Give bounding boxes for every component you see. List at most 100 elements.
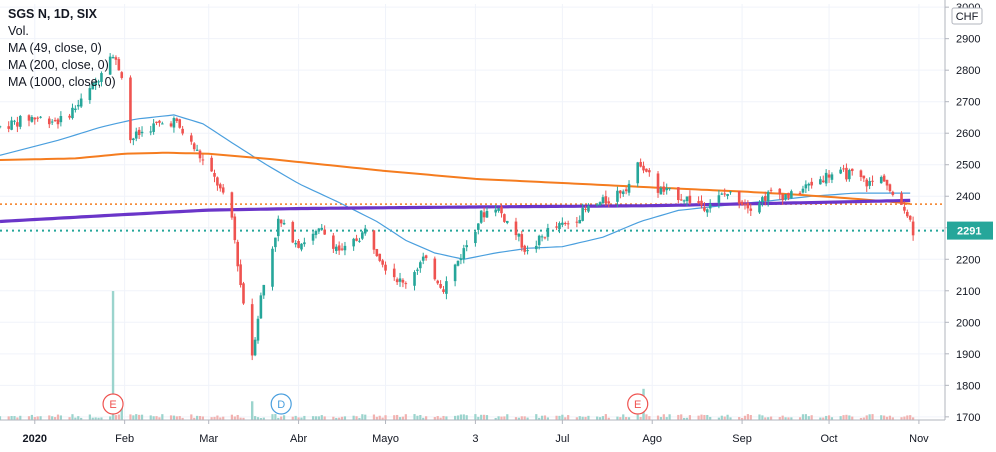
- candle-body: [381, 260, 384, 265]
- volume-bar: [903, 416, 906, 420]
- candle-body: [839, 169, 842, 174]
- volume-bar: [7, 416, 10, 420]
- volume-bar: [68, 417, 71, 420]
- volume-bar: [558, 415, 561, 420]
- volume-bar: [738, 417, 741, 420]
- candle-body: [30, 116, 34, 122]
- volume-bar: [253, 416, 257, 420]
- candle-body: [155, 121, 158, 123]
- volume-bar: [723, 416, 726, 420]
- volume-bar: [540, 415, 544, 420]
- candle-body: [433, 258, 437, 280]
- volume-bar: [906, 415, 909, 420]
- volume-bars: [0, 291, 915, 420]
- legend-ma200[interactable]: MA (200, close, 0): [8, 58, 109, 72]
- volume-bar: [280, 416, 283, 420]
- candle-body: [91, 83, 95, 90]
- volume-bar: [236, 414, 239, 420]
- candle-body: [395, 279, 399, 283]
- legend-ma49[interactable]: MA (49, close, 0): [8, 41, 102, 55]
- volume-bar: [311, 416, 315, 420]
- candle-body: [682, 200, 686, 202]
- time-axis[interactable]: 2020 Feb Mar Abr Mayo 3 Jul Ago Sep Oct Nov: [0, 419, 945, 445]
- candle-body: [911, 221, 915, 236]
- volume-bar: [158, 417, 161, 420]
- legend-volume[interactable]: Vol.: [8, 24, 29, 38]
- candle-body: [137, 129, 141, 136]
- volume-bar: [271, 414, 274, 420]
- volume-bar: [0, 416, 2, 420]
- candle-body: [445, 281, 448, 294]
- candle-body: [827, 174, 831, 178]
- volume-bar: [717, 417, 720, 420]
- volume-bar: [543, 415, 547, 420]
- candle-body: [71, 107, 74, 119]
- volume-bar: [851, 416, 854, 420]
- symbol-title[interactable]: SGS N, 1D, SIX: [8, 7, 97, 21]
- candle-body: [494, 209, 497, 213]
- candle-body: [33, 117, 37, 120]
- candle-body: [514, 221, 518, 236]
- candle-body: [198, 150, 202, 159]
- y-tick-label: 1800: [956, 380, 980, 392]
- candle-body: [520, 234, 524, 248]
- volume-bar: [242, 417, 245, 420]
- price-axis[interactable]: 1700180019002000210022002300240025002600…: [944, 0, 996, 452]
- volume-bar: [662, 414, 665, 420]
- volume-bar: [175, 416, 178, 420]
- volume-bar: [639, 416, 642, 420]
- candle-body: [279, 219, 283, 224]
- volume-bar: [494, 417, 497, 420]
- x-tick-label: 3: [472, 433, 478, 445]
- volume-bar: [477, 416, 480, 420]
- candle-body: [882, 175, 886, 182]
- volume-bar: [56, 414, 60, 420]
- candle-body: [688, 195, 692, 203]
- candle-body: [201, 159, 205, 161]
- volume-bar: [343, 416, 347, 420]
- candle-body: [152, 123, 155, 132]
- volume-bar: [798, 417, 802, 420]
- volume-bar: [172, 415, 176, 420]
- candle-body: [59, 116, 63, 123]
- candle-body: [465, 245, 469, 248]
- candle-body: [563, 223, 567, 225]
- candle-body: [424, 255, 428, 259]
- volume-bar: [514, 417, 518, 420]
- volume-bar: [361, 414, 364, 420]
- candlesticks[interactable]: [0, 53, 915, 361]
- candle-body: [97, 81, 100, 83]
- volume-spike-bar: [250, 401, 254, 420]
- volume-bar: [398, 417, 402, 420]
- volume-bar: [555, 415, 558, 420]
- volume-bar: [196, 415, 199, 420]
- volume-bar: [416, 415, 419, 420]
- legend-ma1000[interactable]: MA (1000, close, 0): [8, 75, 116, 89]
- candle-body: [384, 264, 387, 271]
- candle-body: [616, 190, 619, 202]
- volume-bar: [767, 417, 770, 420]
- candle-body: [88, 88, 92, 101]
- volume-bar: [198, 416, 202, 420]
- candle-body: [784, 194, 787, 200]
- volume-bar: [135, 414, 138, 420]
- candle-body: [242, 283, 245, 304]
- volume-bar: [830, 417, 834, 420]
- volume-bar: [769, 416, 773, 420]
- volume-bar: [97, 417, 100, 420]
- candle-body: [575, 221, 579, 223]
- volume-bar: [213, 416, 216, 420]
- candle-body: [581, 207, 584, 221]
- ma200-line: [0, 151, 911, 205]
- candle-body: [0, 126, 2, 128]
- volume-bar: [909, 415, 912, 420]
- candle-body: [474, 232, 477, 244]
- volume-bar: [117, 414, 120, 420]
- volume-bar: [900, 417, 903, 420]
- volume-bar: [517, 417, 520, 420]
- candle-body: [871, 180, 874, 182]
- volume-bar: [256, 417, 260, 420]
